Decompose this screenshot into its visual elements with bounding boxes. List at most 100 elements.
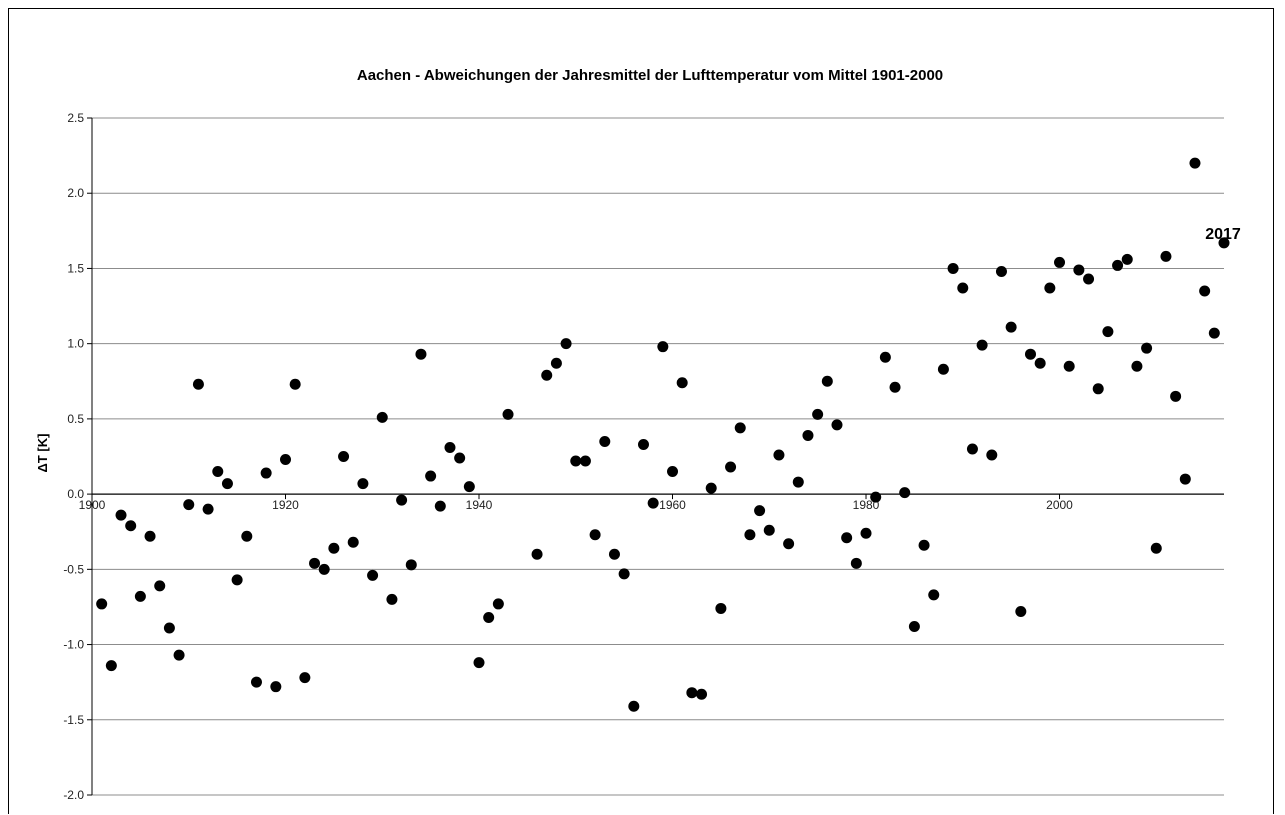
x-tick-label: 2000 — [1046, 498, 1073, 512]
data-point — [1131, 360, 1143, 372]
y-tick-label: 2.5 — [67, 111, 84, 125]
data-point — [96, 598, 108, 610]
data-point — [386, 593, 398, 605]
gridlines — [87, 117, 1224, 796]
data-point — [289, 378, 301, 390]
y-tick-label: 1.5 — [67, 261, 84, 275]
data-point — [676, 377, 688, 389]
data-point — [754, 505, 766, 517]
data-point — [1092, 383, 1104, 395]
data-point — [347, 536, 359, 548]
x-tick-label: 1960 — [659, 498, 686, 512]
data-point — [1218, 237, 1230, 249]
data-point — [241, 530, 253, 542]
data-point — [966, 443, 978, 455]
data-point — [860, 527, 872, 539]
data-point — [570, 455, 582, 467]
x-tick-label: 1940 — [466, 498, 493, 512]
data-point — [1005, 321, 1017, 333]
data-point — [1189, 157, 1201, 169]
data-point — [802, 429, 814, 441]
data-point — [550, 357, 562, 369]
data-point — [280, 454, 292, 466]
data-point — [367, 569, 379, 581]
data-point — [473, 657, 485, 669]
data-point — [734, 422, 746, 434]
y-tick-label: -1.0 — [63, 638, 84, 652]
y-axis-label: ΔT [K] — [35, 434, 50, 473]
data-point — [667, 466, 679, 478]
data-point — [686, 687, 698, 699]
data-point — [318, 563, 330, 575]
data-point — [144, 530, 156, 542]
data-point — [1024, 348, 1036, 360]
data-point — [463, 481, 475, 493]
data-point — [773, 449, 785, 461]
data-point — [763, 524, 775, 536]
data-point — [1102, 326, 1114, 338]
data-point — [1179, 473, 1191, 485]
y-tick-label: 1.0 — [67, 337, 84, 351]
data-point — [1073, 264, 1085, 276]
data-point — [899, 487, 911, 499]
data-point — [947, 262, 959, 274]
data-point — [986, 449, 998, 461]
data-point — [560, 338, 572, 350]
data-point — [483, 611, 495, 623]
data-point — [1208, 327, 1220, 339]
data-point — [792, 476, 804, 488]
data-point — [889, 381, 901, 393]
data-point — [154, 580, 166, 592]
data-point — [270, 681, 282, 693]
data-point — [589, 529, 601, 541]
data-point — [231, 574, 243, 586]
scatter-chart: Aachen - Abweichungen der Jahresmittel d… — [35, 67, 1241, 802]
data-point — [405, 559, 417, 571]
data-point — [125, 520, 137, 532]
data-point — [202, 503, 214, 515]
data-point — [173, 649, 185, 661]
data-point — [183, 499, 195, 511]
y-tick-label: -2.0 — [63, 788, 84, 802]
data-point — [444, 441, 456, 453]
y-tick-label: -0.5 — [63, 562, 84, 576]
data-point — [696, 688, 708, 700]
x-tick-label: 1900 — [79, 498, 106, 512]
data-point — [628, 700, 640, 712]
y-tick-labels: 2.5 2.0 1.5 1.0 0.5 0.0 -0.5 -1.0 -1.5 -2.0 — [63, 111, 84, 802]
data-point — [1160, 250, 1172, 262]
data-point — [908, 621, 920, 633]
data-point — [608, 548, 620, 560]
data-point — [192, 378, 204, 390]
data-points — [96, 157, 1230, 712]
x-tick-label: 1920 — [272, 498, 299, 512]
y-tick-label: 2.0 — [67, 186, 84, 200]
data-point — [879, 351, 891, 363]
data-point — [599, 435, 611, 447]
data-point — [618, 568, 630, 580]
x-axis: 1900 1920 1940 1960 1980 2000 — [79, 493, 1224, 512]
data-point — [434, 500, 446, 512]
y-tick-label: 0.0 — [67, 487, 84, 501]
data-point — [918, 539, 930, 551]
data-point — [812, 408, 824, 420]
y-tick-label: 0.5 — [67, 412, 84, 426]
data-point — [579, 455, 591, 467]
data-point — [212, 466, 224, 478]
data-point — [705, 482, 717, 494]
data-point — [1199, 285, 1211, 297]
data-point — [783, 538, 795, 550]
data-point — [995, 265, 1007, 277]
data-point — [338, 451, 350, 462]
data-point — [870, 491, 882, 503]
data-point — [715, 602, 727, 614]
data-point — [1083, 273, 1095, 285]
data-point — [957, 282, 969, 294]
data-point — [376, 411, 388, 423]
data-point — [1170, 390, 1182, 402]
data-point — [454, 452, 466, 464]
data-point — [163, 622, 175, 634]
annotation-2017: 2017 — [1205, 226, 1241, 243]
data-point — [1141, 342, 1153, 354]
data-point — [657, 341, 669, 353]
